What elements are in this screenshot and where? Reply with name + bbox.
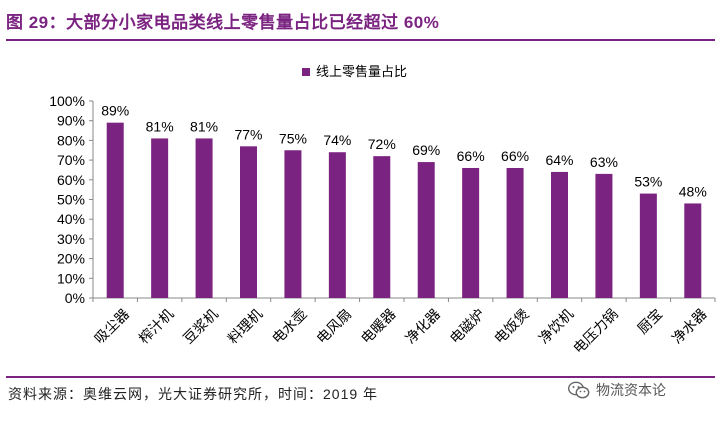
y-tick-label: 20% bbox=[57, 251, 85, 267]
x-tick-label: 吸尘器 bbox=[92, 306, 133, 347]
y-tick-label: 100% bbox=[49, 93, 85, 109]
x-tick-label: 电压力锅 bbox=[571, 306, 622, 357]
bar-value-label: 77% bbox=[234, 126, 262, 142]
bar-value-label: 75% bbox=[279, 130, 307, 146]
x-tick-label: 净化器 bbox=[403, 306, 444, 347]
y-tick-label: 10% bbox=[57, 270, 85, 286]
bar bbox=[240, 146, 257, 298]
bar bbox=[462, 167, 480, 298]
y-tick-label: 0% bbox=[65, 290, 85, 306]
x-tick-label: 豆浆机 bbox=[181, 306, 222, 347]
bar-value-label: 74% bbox=[323, 132, 351, 148]
bar-value-label: 48% bbox=[679, 183, 707, 199]
x-tick-label: 料理机 bbox=[225, 306, 266, 347]
y-tick-label: 50% bbox=[57, 192, 85, 208]
figure-title: 图 29：大部分小家电品类线上零售量占比已经超过 60% bbox=[6, 13, 440, 32]
bar bbox=[151, 138, 169, 298]
bar bbox=[284, 150, 302, 298]
bar-value-label: 66% bbox=[501, 148, 529, 164]
bar bbox=[373, 156, 391, 298]
x-tick-label: 电水壶 bbox=[270, 306, 311, 347]
bar-value-label: 89% bbox=[101, 103, 129, 119]
bar bbox=[595, 173, 613, 298]
y-tick-label: 70% bbox=[57, 152, 85, 168]
x-tick-label: 净水器 bbox=[669, 306, 710, 347]
legend-label: 线上零售量占比 bbox=[316, 64, 407, 80]
title-divider bbox=[6, 39, 715, 41]
bar bbox=[195, 138, 213, 298]
bar bbox=[506, 167, 524, 298]
bar-value-label: 81% bbox=[146, 118, 174, 134]
bar bbox=[551, 171, 568, 298]
source-note: 资料来源：奥维云网，光大证券研究所，时间：2019 年 bbox=[8, 386, 379, 402]
bar-value-label: 81% bbox=[190, 118, 218, 134]
y-tick-label: 40% bbox=[57, 211, 85, 227]
y-tick-label: 90% bbox=[57, 113, 85, 129]
x-tick-label: 净饮机 bbox=[536, 306, 577, 347]
bar bbox=[328, 152, 346, 298]
y-tick-label: 80% bbox=[57, 132, 85, 148]
source-divider bbox=[6, 376, 715, 378]
bar-value-label: 64% bbox=[545, 152, 573, 168]
x-tick-label: 电磁炉 bbox=[447, 306, 488, 347]
bar-value-label: 72% bbox=[368, 136, 396, 152]
x-tick-label: 厨宝 bbox=[635, 306, 666, 337]
bar bbox=[639, 193, 657, 298]
bar bbox=[417, 162, 435, 298]
wechat-icon bbox=[568, 381, 590, 399]
bar bbox=[684, 203, 702, 298]
legend-swatch bbox=[302, 68, 310, 76]
x-tick-label: 电暖器 bbox=[358, 306, 399, 347]
y-tick-label: 60% bbox=[57, 172, 85, 188]
x-tick-label: 电饭煲 bbox=[491, 306, 533, 348]
watermark-text: 物流资本论 bbox=[596, 382, 666, 398]
x-tick-label: 榨汁机 bbox=[136, 306, 178, 348]
x-tick-label: 电风扇 bbox=[314, 306, 355, 347]
y-tick-label: 30% bbox=[57, 231, 85, 247]
bar-value-label: 66% bbox=[457, 148, 485, 164]
bar-value-label: 63% bbox=[590, 154, 618, 170]
watermark: 物流资本论 bbox=[568, 380, 666, 400]
bar-chart: 线上零售量占比 0% 10% 20% 30% 40% 50% 60% 70% 80% 90% 100%… bbox=[49, 64, 716, 357]
bar bbox=[106, 122, 124, 298]
bar-value-label: 69% bbox=[412, 142, 440, 158]
bar-value-label: 53% bbox=[634, 174, 662, 190]
